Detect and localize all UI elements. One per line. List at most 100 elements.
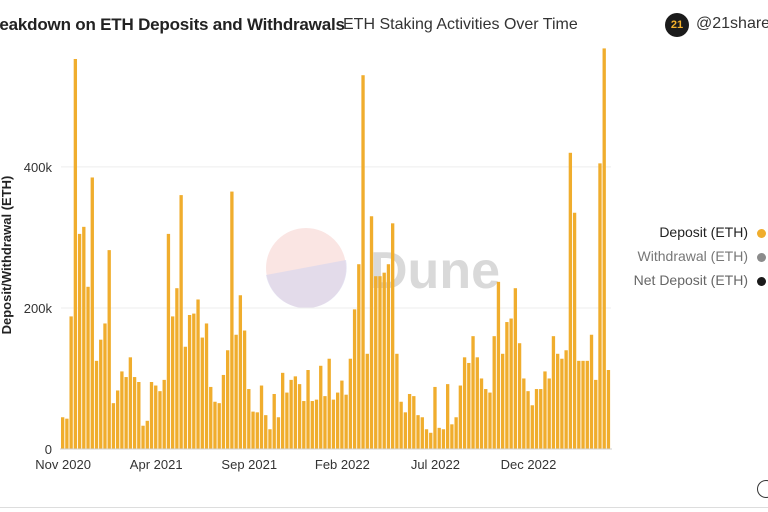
deposit-bar[interactable]	[230, 191, 234, 449]
deposit-bar[interactable]	[492, 336, 496, 449]
deposit-bar[interactable]	[530, 405, 534, 449]
legend-item-net-deposit[interactable]: Net Deposit (ETH)	[600, 270, 768, 294]
deposit-bar[interactable]	[374, 276, 378, 449]
deposit-bar[interactable]	[209, 386, 213, 449]
deposit-bar[interactable]	[82, 226, 86, 449]
deposit-bar[interactable]	[200, 337, 204, 449]
deposit-bar[interactable]	[446, 384, 450, 449]
deposit-bar[interactable]	[196, 299, 200, 449]
deposit-bar[interactable]	[450, 424, 454, 449]
deposit-bar[interactable]	[433, 386, 437, 449]
deposit-bar[interactable]	[289, 379, 293, 449]
deposit-bar[interactable]	[255, 412, 259, 449]
deposit-bar[interactable]	[467, 362, 471, 449]
deposit-bar[interactable]	[120, 371, 124, 449]
deposit-bar[interactable]	[395, 353, 399, 449]
deposit-bar[interactable]	[534, 389, 539, 449]
deposit-bar[interactable]	[475, 357, 479, 449]
legend-item-deposit[interactable]: Deposit (ETH)	[600, 222, 768, 246]
deposit-bar[interactable]	[204, 323, 209, 449]
deposit-bar[interactable]	[327, 358, 331, 449]
deposit-bar[interactable]	[344, 394, 348, 449]
deposit-bar[interactable]	[513, 288, 518, 449]
deposit-bar[interactable]	[348, 358, 353, 449]
deposit-bar[interactable]	[242, 330, 247, 449]
deposit-bar[interactable]	[352, 309, 357, 449]
deposit-bar[interactable]	[386, 264, 391, 449]
deposit-bar[interactable]	[293, 376, 298, 449]
deposit-bar[interactable]	[522, 378, 526, 449]
deposit-bar[interactable]	[73, 58, 78, 450]
deposit-bar[interactable]	[297, 384, 302, 449]
deposit-bar[interactable]	[314, 399, 319, 449]
deposit-bar[interactable]	[572, 212, 577, 449]
deposit-bar[interactable]	[162, 379, 166, 449]
deposit-bar[interactable]	[268, 429, 272, 449]
deposit-bar[interactable]	[429, 432, 433, 449]
deposit-bar[interactable]	[158, 391, 162, 449]
deposit-bar[interactable]	[369, 216, 374, 449]
deposit-bar[interactable]	[471, 336, 475, 449]
deposit-bar[interactable]	[310, 401, 314, 449]
deposit-bar[interactable]	[594, 379, 598, 449]
deposit-bar[interactable]	[217, 403, 221, 449]
deposit-bar[interactable]	[598, 163, 602, 449]
deposit-bar[interactable]	[517, 343, 522, 449]
deposit-bar[interactable]	[171, 316, 175, 449]
deposit-bar[interactable]	[276, 417, 281, 449]
deposit-bar[interactable]	[65, 418, 69, 449]
deposit-bar[interactable]	[183, 346, 188, 449]
deposit-bar[interactable]	[166, 233, 171, 449]
deposit-bar[interactable]	[192, 313, 196, 449]
settings-icon[interactable]	[757, 480, 768, 498]
deposit-bar[interactable]	[302, 401, 306, 449]
deposit-bar[interactable]	[496, 281, 501, 449]
deposit-bar[interactable]	[213, 401, 217, 449]
deposit-bar[interactable]	[501, 353, 505, 449]
deposit-bar[interactable]	[86, 286, 90, 449]
deposit-bar[interactable]	[226, 350, 230, 449]
deposit-bar[interactable]	[437, 427, 441, 449]
deposit-bar[interactable]	[179, 195, 183, 449]
deposit-bar[interactable]	[547, 378, 551, 449]
deposit-bar[interactable]	[484, 389, 488, 449]
deposit-bar[interactable]	[340, 380, 344, 449]
deposit-bar[interactable]	[272, 393, 276, 449]
deposit-bar[interactable]	[319, 365, 323, 449]
deposit-bar[interactable]	[543, 371, 547, 449]
deposit-bar[interactable]	[365, 353, 369, 449]
deposit-bar[interactable]	[247, 389, 251, 449]
deposit-bar[interactable]	[441, 429, 446, 449]
deposit-bar[interactable]	[462, 357, 467, 449]
brand-handle[interactable]: @21share	[696, 15, 768, 32]
deposit-bar[interactable]	[378, 276, 382, 449]
deposit-bar[interactable]	[606, 370, 611, 449]
deposit-bar[interactable]	[90, 177, 94, 449]
deposit-bar[interactable]	[424, 429, 429, 449]
deposit-bar[interactable]	[568, 152, 573, 450]
deposit-bar[interactable]	[234, 334, 238, 449]
deposit-bar[interactable]	[128, 357, 133, 449]
deposit-bar[interactable]	[111, 403, 116, 449]
deposit-bar[interactable]	[285, 392, 289, 449]
deposit-bar[interactable]	[581, 360, 585, 449]
deposit-bar[interactable]	[577, 360, 581, 449]
deposit-bar[interactable]	[175, 288, 179, 449]
deposit-bar[interactable]	[323, 396, 327, 449]
deposit-bar[interactable]	[458, 385, 463, 449]
deposit-bar[interactable]	[526, 391, 530, 449]
deposit-bar[interactable]	[238, 295, 243, 449]
deposit-bar[interactable]	[585, 360, 589, 449]
deposit-bar[interactable]	[391, 223, 395, 449]
deposit-bar[interactable]	[137, 382, 141, 449]
deposit-bar[interactable]	[103, 323, 107, 449]
deposit-bar[interactable]	[132, 377, 137, 449]
deposit-bar[interactable]	[454, 417, 458, 449]
deposit-bar[interactable]	[488, 392, 492, 449]
deposit-bar[interactable]	[407, 393, 412, 449]
deposit-bar[interactable]	[336, 392, 340, 449]
deposit-bar[interactable]	[505, 322, 509, 449]
deposit-bar[interactable]	[479, 378, 484, 449]
deposit-bar[interactable]	[416, 415, 420, 449]
deposit-bar[interactable]	[564, 350, 568, 449]
